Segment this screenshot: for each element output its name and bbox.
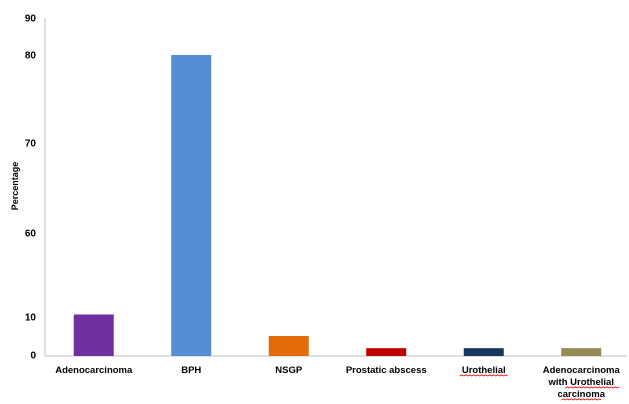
x-category-label-line: Urothelial (462, 365, 506, 376)
x-category-label: NSGP (275, 365, 303, 376)
bar (366, 348, 407, 356)
bar (463, 348, 504, 356)
y-tick-label: 60 (25, 229, 37, 240)
label-marks (459, 374, 620, 401)
x-category-label-line: Prostatic abscess (346, 365, 427, 376)
bar (73, 314, 114, 356)
x-category-label-line: Adenocarcinoma (55, 365, 133, 376)
bars (73, 55, 602, 356)
y-axis-label: Percentage (10, 162, 20, 211)
spellcheck-underline (459, 374, 508, 377)
x-category-label: Adenocarcinoma (55, 365, 133, 376)
x-category-label: Adenocarcinoma with Urothelial carcinoma (543, 365, 621, 400)
bar (561, 348, 602, 356)
y-tick-label: 0 (30, 351, 36, 362)
bar (171, 55, 212, 356)
y-tick-labels: 0 10 60 70 80 90 (25, 14, 37, 362)
category-labels: Adenocarcinoma BPH NSGP Prostatic abscess Ur… (55, 365, 620, 400)
x-category-label-line: carcinoma (557, 389, 605, 400)
y-tick-label: 10 (25, 313, 37, 324)
x-category-label: BPH (181, 365, 201, 376)
y-tick-label: 90 (25, 14, 37, 25)
x-category-label-line: Adenocarcinoma (543, 365, 621, 376)
x-category-label-line: with Urothelial (548, 377, 614, 388)
x-category-label-line: NSGP (275, 365, 303, 376)
spellcheck-underline (565, 386, 620, 389)
x-category-label: Urothelial (462, 365, 506, 376)
x-category-label: Prostatic abscess (346, 365, 427, 376)
y-tick-label: 70 (25, 139, 37, 150)
y-tick-label: 80 (25, 51, 37, 62)
bar (268, 336, 309, 356)
x-category-label-line: BPH (181, 365, 201, 376)
chart-axes (44, 18, 627, 357)
spellcheck-underline (561, 398, 602, 401)
